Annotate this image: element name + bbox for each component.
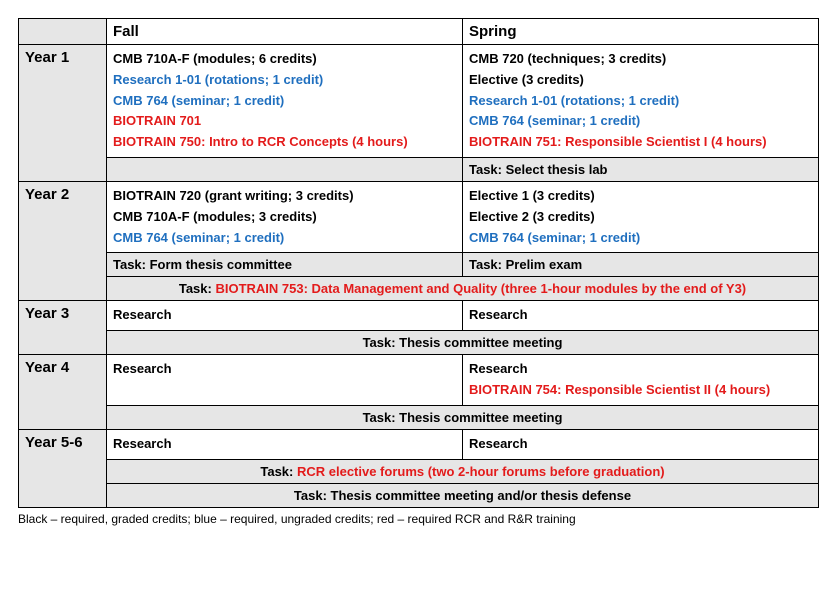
year3-span-task-row: Task: Thesis committee meeting [19,331,819,355]
year2-span-task-row: Task: BIOTRAIN 753: Data Management and … [19,277,819,301]
header-fall: Fall [107,19,463,45]
course-line: BIOTRAIN 751: Responsible Scientist I (4… [469,132,812,153]
year4-spring-cell: ResearchBIOTRAIN 754: Responsible Scient… [463,355,819,406]
course-line: Research [113,359,456,380]
course-line: BIOTRAIN 701 [113,111,456,132]
course-line: BIOTRAIN 720 (grant writing; 3 credits) [113,186,456,207]
year3-spring-cell: Research [463,301,819,331]
course-line: BIOTRAIN 754: Responsible Scientist II (… [469,380,812,401]
course-line: Research [469,434,812,455]
course-line: Elective (3 credits) [469,70,812,91]
course-line: CMB 720 (techniques; 3 credits) [469,49,812,70]
year4-span-task: Task: Thesis committee meeting [107,405,819,429]
year2-span-prefix: Task: [179,281,216,296]
header-blank [19,19,107,45]
year4-courses-row: Year 4 Research ResearchBIOTRAIN 754: Re… [19,355,819,406]
course-line: CMB 764 (seminar; 1 credit) [469,228,812,249]
year56-spring-cell: Research [463,429,819,459]
curriculum-table: Fall Spring Year 1 CMB 710A-F (modules; … [18,18,819,508]
year3-fall-cell: Research [107,301,463,331]
year2-label: Year 2 [19,181,107,300]
course-line: Research [113,305,456,326]
year2-task-row: Task: Form thesis committee Task: Prelim… [19,253,819,277]
year2-span-task: Task: BIOTRAIN 753: Data Management and … [107,277,819,301]
course-line: CMB 764 (seminar; 1 credit) [113,91,456,112]
course-line: BIOTRAIN 750: Intro to RCR Concepts (4 h… [113,132,456,153]
year56-span1-prefix: Task: [260,464,297,479]
year56-span-task1: Task: RCR elective forums (two 2-hour fo… [107,459,819,483]
year3-courses-row: Year 3 Research Research [19,301,819,331]
course-line: Research 1-01 (rotations; 1 credit) [469,91,812,112]
year1-label: Year 1 [19,45,107,182]
year56-span-task2-row: Task: Thesis committee meeting and/or th… [19,483,819,507]
legend-text: Black – required, graded credits; blue –… [18,512,819,526]
year56-span1-red: RCR elective forums (two 2-hour forums b… [297,464,665,479]
year1-task-fall [107,157,463,181]
year2-span-red: BIOTRAIN 753: Data Management and Qualit… [215,281,746,296]
course-line: CMB 710A-F (modules; 3 credits) [113,207,456,228]
year3-label: Year 3 [19,301,107,355]
year56-label: Year 5-6 [19,429,107,507]
year4-span-task-row: Task: Thesis committee meeting [19,405,819,429]
year56-span-task1-row: Task: RCR elective forums (two 2-hour fo… [19,459,819,483]
year1-spring-cell: CMB 720 (techniques; 3 credits)Elective … [463,45,819,158]
year3-span-task: Task: Thesis committee meeting [107,331,819,355]
course-line: CMB 764 (seminar; 1 credit) [113,228,456,249]
course-line: Elective 1 (3 credits) [469,186,812,207]
course-line: Research [469,305,812,326]
year2-courses-row: Year 2 BIOTRAIN 720 (grant writing; 3 cr… [19,181,819,252]
header-spring: Spring [463,19,819,45]
year2-task-spring: Task: Prelim exam [463,253,819,277]
year56-span-task2: Task: Thesis committee meeting and/or th… [107,483,819,507]
year4-fall-cell: Research [107,355,463,406]
header-row: Fall Spring [19,19,819,45]
course-line: CMB 710A-F (modules; 6 credits) [113,49,456,70]
year56-fall-cell: Research [107,429,463,459]
course-line: CMB 764 (seminar; 1 credit) [469,111,812,132]
year2-task-fall: Task: Form thesis committee [107,253,463,277]
year1-fall-cell: CMB 710A-F (modules; 6 credits)Research … [107,45,463,158]
course-line: Research [113,434,456,455]
year1-task-spring: Task: Select thesis lab [463,157,819,181]
course-line: Elective 2 (3 credits) [469,207,812,228]
course-line: Research [469,359,812,380]
year1-courses-row: Year 1 CMB 710A-F (modules; 6 credits)Re… [19,45,819,158]
course-line: Research 1-01 (rotations; 1 credit) [113,70,456,91]
year2-spring-cell: Elective 1 (3 credits)Elective 2 (3 cred… [463,181,819,252]
year4-label: Year 4 [19,355,107,430]
year1-task-row: Task: Select thesis lab [19,157,819,181]
year2-fall-cell: BIOTRAIN 720 (grant writing; 3 credits)C… [107,181,463,252]
year56-courses-row: Year 5-6 Research Research [19,429,819,459]
